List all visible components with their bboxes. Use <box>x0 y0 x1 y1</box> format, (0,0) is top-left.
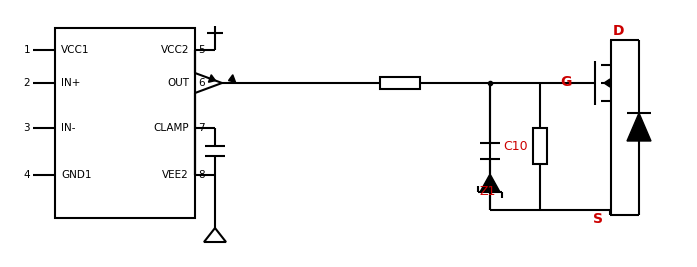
Text: VEE2: VEE2 <box>162 170 189 180</box>
Text: 6: 6 <box>198 78 205 88</box>
Text: 7: 7 <box>198 123 205 133</box>
Text: 2: 2 <box>24 78 30 88</box>
Text: OUT: OUT <box>167 78 189 88</box>
Polygon shape <box>208 75 215 82</box>
Text: C10: C10 <box>503 139 528 152</box>
Text: VCC2: VCC2 <box>160 45 189 55</box>
Text: D: D <box>613 24 625 38</box>
Polygon shape <box>204 228 226 242</box>
Polygon shape <box>480 174 500 192</box>
Text: CLAMP: CLAMP <box>153 123 189 133</box>
Text: IN-: IN- <box>61 123 75 133</box>
Text: VCC1: VCC1 <box>61 45 89 55</box>
Text: G: G <box>560 75 572 89</box>
Bar <box>533 128 547 164</box>
Text: GND1: GND1 <box>61 170 91 180</box>
Polygon shape <box>229 75 236 82</box>
Text: S: S <box>593 212 603 226</box>
Polygon shape <box>627 113 651 141</box>
Text: 8: 8 <box>198 170 205 180</box>
Text: 1: 1 <box>24 45 30 55</box>
Text: 3: 3 <box>24 123 30 133</box>
Text: 4: 4 <box>24 170 30 180</box>
Text: IN+: IN+ <box>61 78 80 88</box>
Bar <box>55 28 195 218</box>
Bar <box>380 77 420 89</box>
Text: 5: 5 <box>198 45 205 55</box>
Polygon shape <box>604 79 610 87</box>
Text: Z1: Z1 <box>480 185 496 198</box>
